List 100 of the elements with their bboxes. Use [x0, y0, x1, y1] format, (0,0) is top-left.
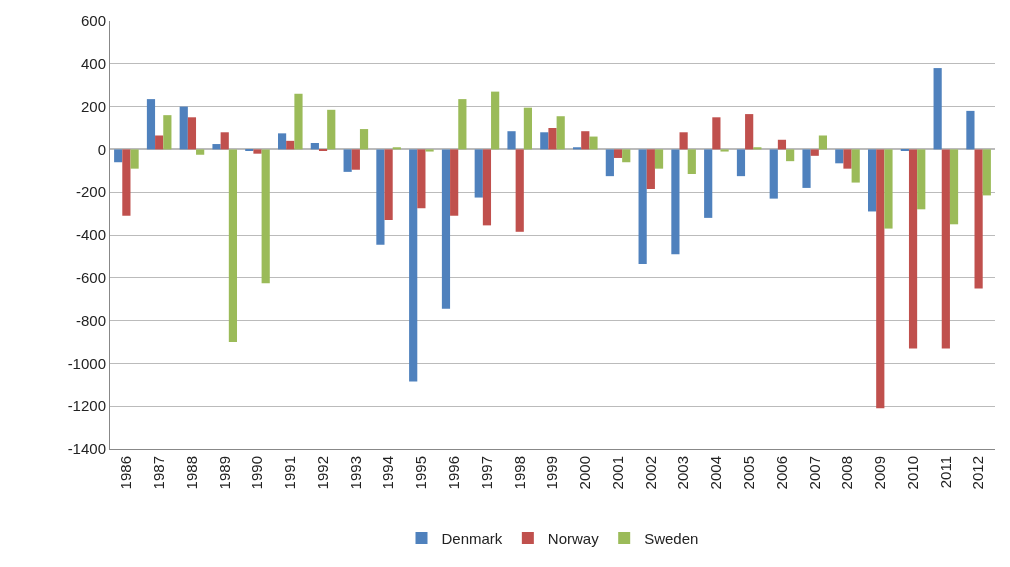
bar [908, 149, 918, 349]
x-tick-label: 2004 [707, 456, 725, 490]
y-tick-label: 600 [80, 12, 106, 30]
bar [671, 149, 680, 255]
x-tick-label: 2007 [805, 456, 823, 490]
y-tick-label: 0 [97, 140, 106, 158]
bar [228, 149, 238, 342]
bar [523, 107, 533, 150]
bar [704, 149, 713, 218]
bar [654, 149, 664, 169]
x-tick-label: 2000 [576, 456, 594, 490]
bar [687, 149, 696, 175]
y-tick-label: -400 [75, 226, 106, 244]
bar [933, 68, 942, 150]
bar [720, 149, 729, 152]
bar [327, 109, 336, 150]
bar [474, 149, 483, 198]
legend-label: Denmark [441, 529, 503, 547]
x-tick-label: 1989 [215, 456, 233, 490]
bar [507, 131, 516, 150]
bar [450, 149, 459, 216]
bar [712, 117, 721, 150]
bar [114, 149, 123, 163]
bar [130, 149, 139, 169]
bar [786, 149, 795, 162]
bar [343, 149, 352, 172]
y-tick-label: 200 [80, 97, 106, 115]
y-tick-label: -1200 [67, 397, 106, 415]
x-tick-label: 2011 [936, 456, 954, 489]
y-tick-label: -600 [75, 269, 106, 287]
bar [417, 149, 426, 209]
x-tick-label: 1991 [281, 456, 299, 490]
x-tick-label: 1992 [313, 456, 331, 490]
bar [589, 136, 598, 150]
bar [581, 131, 590, 150]
bar [966, 110, 975, 150]
bar [769, 149, 778, 199]
bar [458, 99, 467, 150]
y-tick-label: -800 [75, 311, 106, 329]
bar [835, 149, 844, 164]
bar [982, 149, 991, 196]
bar [884, 149, 893, 229]
bar [179, 106, 188, 150]
x-tick-label: 2003 [674, 456, 692, 490]
x-tick-label: 1990 [248, 456, 266, 490]
x-tick-label: 2001 [608, 456, 626, 490]
x-tick-label: 2008 [838, 456, 856, 490]
bar [777, 139, 787, 150]
bar [745, 114, 754, 150]
bar [736, 149, 746, 177]
bar [638, 149, 647, 264]
bar [376, 149, 385, 245]
x-tick-label: 1995 [412, 456, 430, 490]
bar [163, 115, 172, 150]
bar [646, 149, 655, 189]
bar [196, 149, 205, 155]
bar [802, 149, 811, 188]
bar [974, 149, 983, 289]
x-tick-label: 2010 [903, 456, 921, 490]
bar [261, 149, 270, 284]
bar [220, 132, 229, 150]
bar [441, 149, 451, 309]
bar [277, 133, 287, 150]
x-tick-label: 1999 [543, 456, 561, 490]
bar [556, 116, 565, 150]
bar [359, 129, 369, 150]
x-tick-label: 2009 [871, 456, 889, 490]
legend-label: Sweden [644, 529, 699, 547]
x-tick-label: 1988 [182, 456, 200, 490]
bar [810, 149, 819, 156]
bar [187, 117, 197, 150]
y-tick-label: -200 [75, 183, 106, 201]
bar [491, 91, 500, 150]
y-tick-label: 400 [80, 55, 106, 73]
bar [212, 144, 221, 150]
bar [253, 149, 262, 154]
x-tick-label: 2002 [641, 456, 659, 490]
legend-label: Norway [547, 529, 600, 547]
bar [941, 149, 950, 349]
x-tick-label: 1993 [346, 456, 364, 490]
bar [294, 93, 303, 150]
bar [548, 128, 557, 150]
bar [917, 149, 926, 210]
bar [409, 149, 418, 382]
x-tick-label: 2012 [969, 456, 987, 490]
y-tick-label: -1400 [67, 440, 106, 458]
bar [876, 149, 885, 409]
bar [482, 149, 492, 226]
bar [425, 149, 434, 152]
bar [867, 149, 877, 212]
x-tick-label: 1986 [117, 456, 135, 490]
bar [146, 99, 156, 150]
bar [351, 149, 360, 170]
bar [155, 135, 164, 150]
bar [515, 149, 524, 232]
bar [384, 149, 393, 221]
bar [818, 135, 828, 150]
bar [851, 149, 860, 183]
bar [540, 132, 549, 150]
bar [122, 149, 131, 216]
